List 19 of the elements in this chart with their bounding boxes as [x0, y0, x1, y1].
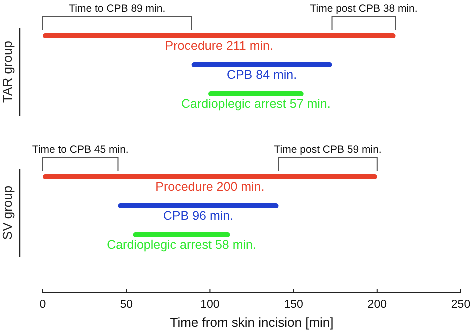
annotation: Time to CPB 89 min. — [69, 3, 166, 15]
x-tick-label: 250 — [451, 299, 471, 311]
data-label: Procedure 200 min. — [156, 180, 265, 194]
data-label: Cardioplegic arrest 58 min. — [107, 238, 256, 252]
annotation: Time post CPB 59 min. — [274, 144, 382, 156]
text: SV group — [0, 186, 15, 240]
x-tick-label: 50 — [120, 299, 133, 311]
data-label: Cardioplegic arrest 57 min. — [181, 97, 331, 111]
x-tick-label: 100 — [200, 299, 220, 311]
x-tick-label: 0 — [40, 299, 46, 311]
data-label: CPB 84 min. — [226, 68, 298, 82]
data-label: CPB 96 min. — [163, 209, 234, 223]
x-tick-label: 150 — [284, 299, 304, 311]
text: TAR group — [0, 41, 15, 103]
annotation: Time post CPB 38 min. — [310, 3, 418, 15]
x-axis-title: Time from skin incision [min] — [170, 315, 334, 330]
annotation: Time to CPB 45 min. — [32, 144, 129, 156]
x-tick-label: 200 — [368, 299, 387, 311]
data-label: Procedure 211 min. — [165, 39, 274, 53]
